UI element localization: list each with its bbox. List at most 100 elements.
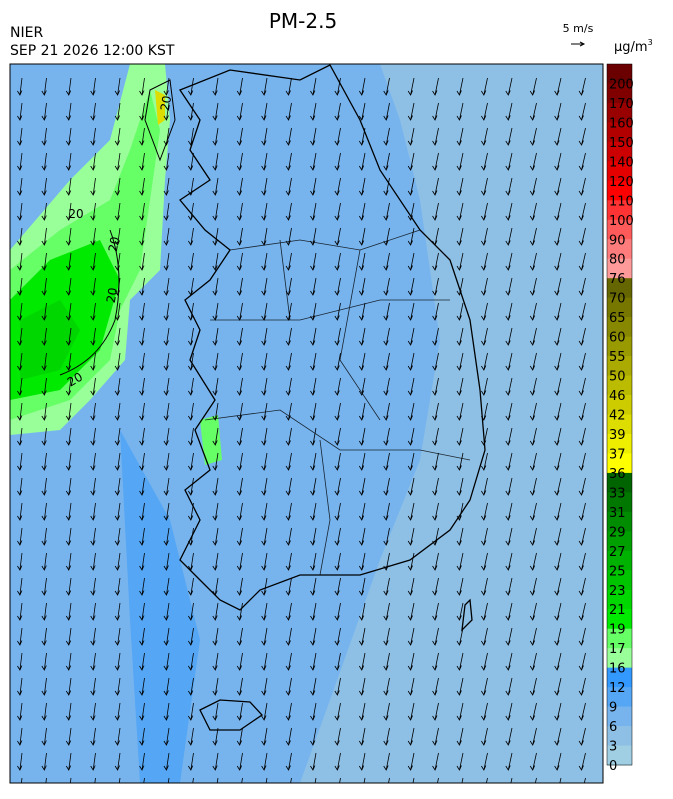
- contour-label: 20: [65, 370, 85, 390]
- wind-arrow: [261, 277, 268, 296]
- wind-arrow: [456, 427, 464, 446]
- wind-arrow: [212, 552, 219, 571]
- wind-arrow: [358, 477, 366, 496]
- wind-arrow: [407, 552, 415, 571]
- wind-arrow: [188, 327, 194, 346]
- colorbar-segment: [607, 472, 632, 493]
- colorbar-segment: [607, 336, 632, 357]
- wind-arrow: [114, 227, 121, 246]
- wind-arrow: [310, 702, 317, 721]
- wind-arrow: [481, 702, 488, 721]
- wind-arrow: [481, 327, 488, 346]
- colorbar-segment: [607, 161, 632, 182]
- wind-arrow: [554, 102, 562, 121]
- wind-arrow: [285, 427, 292, 446]
- wind-arrow: [578, 552, 586, 571]
- wind-arrow: [407, 677, 415, 696]
- wind-arrow: [481, 152, 488, 171]
- wind-arrow: [358, 177, 366, 196]
- wind-arrow: [114, 277, 121, 296]
- wind-arrow: [481, 302, 488, 321]
- wind-arrow: [456, 502, 464, 521]
- wind-arrow: [163, 252, 170, 271]
- wind-arrow: [407, 277, 415, 296]
- wind-arrow: [261, 427, 268, 446]
- wind-arrow: [65, 77, 72, 96]
- wind-arrow: [65, 402, 72, 421]
- colorbar-label: 33: [609, 486, 626, 501]
- colorbar-label: 21: [609, 603, 626, 618]
- wind-arrow: [90, 352, 96, 371]
- wind-arrow: [358, 427, 366, 446]
- wind-arrow: [505, 302, 513, 321]
- wind-arrow: [163, 677, 170, 696]
- wind-arrow: [261, 177, 268, 196]
- wind-arrow: [407, 502, 415, 521]
- wind-arrow: [358, 502, 366, 521]
- wind-arrow: [529, 227, 537, 246]
- wind-arrow: [383, 577, 390, 596]
- colorbar-segment: [607, 258, 632, 279]
- wind-arrow: [261, 102, 268, 121]
- wind-arrow: [310, 477, 317, 496]
- wind-arrow: [69, 777, 72, 783]
- colorbar-label: 160: [609, 116, 634, 131]
- wind-arrow: [114, 527, 121, 546]
- unit-text: µg/m: [614, 40, 648, 55]
- wind-arrow: [236, 477, 243, 496]
- wind-arrow: [407, 727, 415, 746]
- wind-arrow: [65, 102, 72, 121]
- wind-arrow: [334, 752, 341, 771]
- wind-arrow: [285, 77, 292, 96]
- wind-arrow: [285, 702, 292, 721]
- colorbar-segment: [607, 550, 632, 571]
- wind-arrow: [456, 352, 464, 371]
- wind-arrow: [358, 227, 366, 246]
- wind-arrow: [236, 402, 243, 421]
- wind-arrow: [334, 227, 341, 246]
- wind-arrow: [236, 427, 243, 446]
- colorbar-segment: [607, 278, 632, 299]
- wind-arrow: [163, 452, 170, 471]
- wind-arrow: [456, 152, 464, 171]
- wind-arrow: [236, 577, 243, 596]
- wind-arrow: [505, 77, 513, 96]
- wind-arrow: [212, 227, 219, 246]
- wind-arrow: [114, 77, 121, 96]
- wind-arrow: [505, 452, 513, 471]
- wind-arrow: [261, 327, 268, 346]
- wind-arrow: [383, 452, 390, 471]
- wind-arrow: [90, 102, 96, 121]
- wind-arrow: [505, 727, 513, 746]
- wind-arrow: [407, 377, 415, 396]
- wind-arrow: [432, 602, 439, 621]
- wind-arrow: [114, 627, 121, 646]
- wind-arrow: [212, 727, 219, 746]
- colorbar-segment: [607, 317, 632, 338]
- wind-arrow: [114, 427, 121, 446]
- wind-arrow: [578, 277, 586, 296]
- wind-arrow: [505, 177, 513, 196]
- wind-arrow: [334, 677, 341, 696]
- wind-arrow: [188, 427, 194, 446]
- wind-arrow: [505, 702, 513, 721]
- wind-arrow: [334, 452, 341, 471]
- wind-arrow: [310, 552, 317, 571]
- wind-arrow: [310, 627, 317, 646]
- wind-arrow: [261, 252, 268, 271]
- colorbar-segment: [607, 395, 632, 415]
- wind-arrow: [163, 577, 170, 596]
- wind-arrow: [261, 352, 268, 371]
- wind-arrow: [65, 527, 72, 546]
- wind-arrow: [41, 252, 47, 271]
- wind-arrow: [139, 177, 145, 196]
- wind-arrow: [118, 777, 121, 783]
- wind-arrow: [505, 202, 513, 221]
- wind-arrow: [17, 252, 23, 271]
- wind-arrow: [261, 702, 268, 721]
- wind-arrow: [17, 477, 23, 496]
- wind-arrow: [432, 702, 439, 721]
- colorbar-segment: [607, 64, 632, 84]
- wind-arrow: [236, 552, 243, 571]
- wind-arrow: [17, 702, 23, 721]
